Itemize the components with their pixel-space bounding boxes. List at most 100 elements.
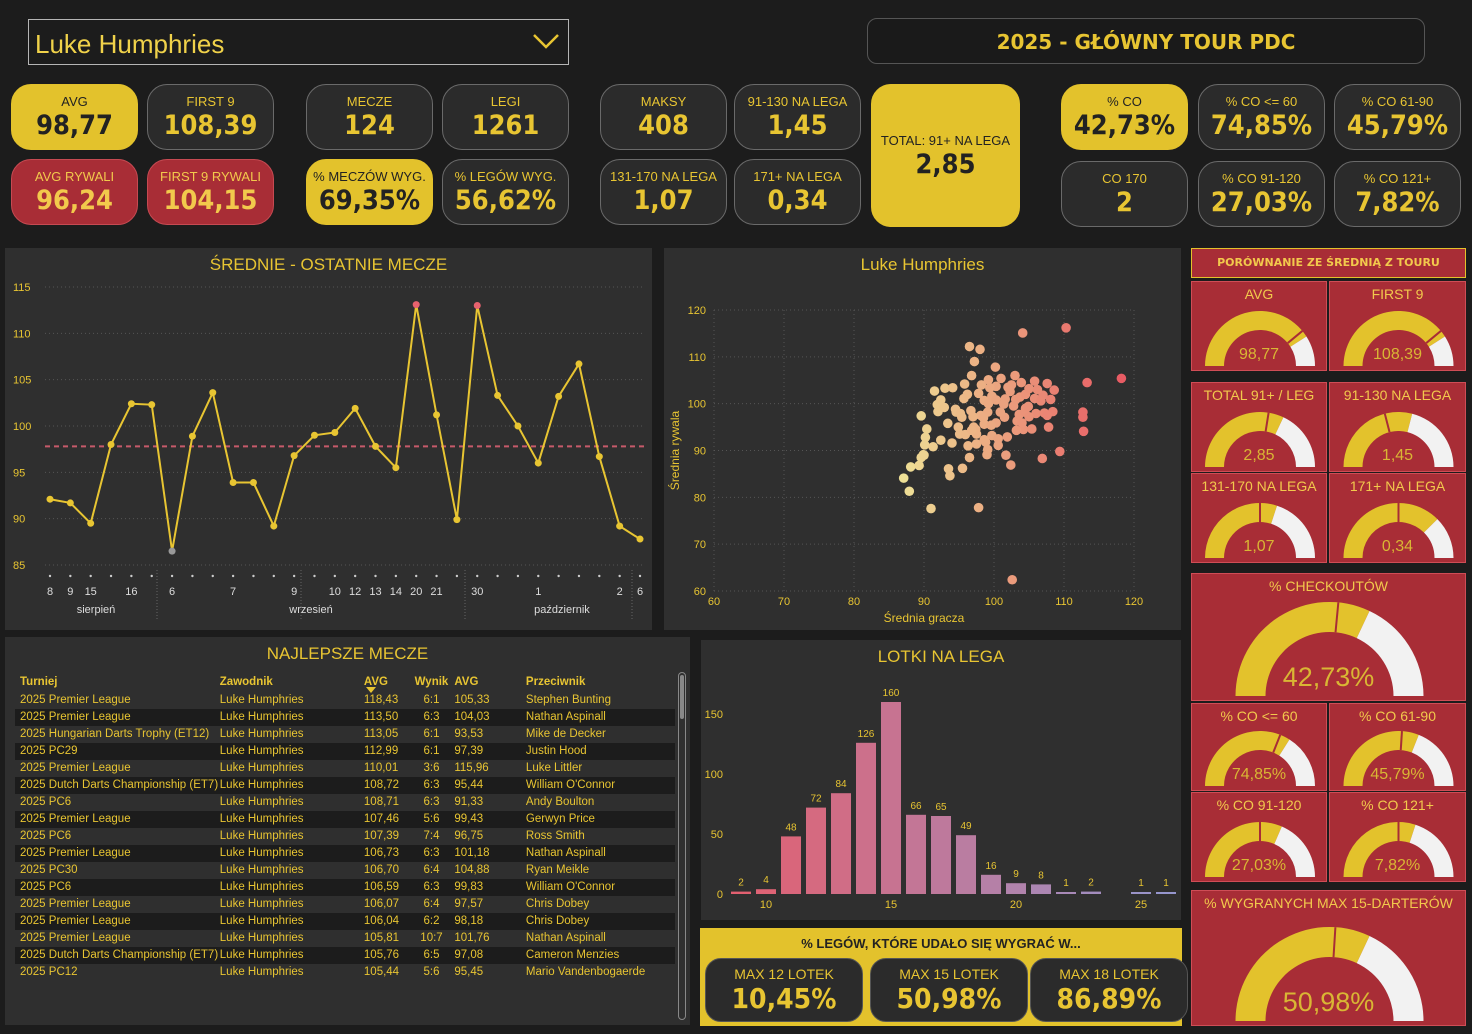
kpi-value: 2 <box>1116 187 1133 218</box>
gauge-value: 1,07 <box>1243 538 1275 555</box>
data-point <box>168 547 176 555</box>
cell-avg: 112,99 <box>363 745 399 757</box>
table-row[interactable]: 2025 Premier League Luke Humphries 105,81 1… <box>15 930 675 947</box>
scatter-point <box>1045 394 1056 405</box>
x-tick-dot <box>516 574 520 578</box>
kpi-171-plus: 171+ NA LEGA 0,34 <box>734 159 861 225</box>
col-header-opponent[interactable]: Przeciwnik <box>525 676 586 688</box>
kpi-label: TOTAL: 91+ NA LEGA <box>880 133 1011 148</box>
table-row[interactable]: 2025 Hungarian Darts Trophy (ET12) Luke H… <box>15 726 675 743</box>
kpi-label: % CO <box>1107 94 1142 109</box>
kpi-label: % CO 91-120 <box>1222 171 1301 186</box>
table-row[interactable]: 2025 PC29 Luke Humphries 112,99 6:1 97,39 Jus… <box>15 743 675 760</box>
card-value: 86,89% <box>1056 982 1162 1015</box>
y-tick-label: 85 <box>13 560 25 572</box>
cell-result: 6:3 <box>423 779 440 791</box>
kpi-value: 7,82% <box>1355 187 1440 218</box>
x-day-label: 7 <box>230 586 236 598</box>
cell-result: 5:6 <box>423 813 440 825</box>
table-row[interactable]: 2025 Dutch Darts Championship (ET7) Luke … <box>15 947 675 964</box>
gauge-remainder <box>1275 417 1315 467</box>
table-row[interactable]: 2025 PC6 Luke Humphries 107,39 7:4 96,75 Ross… <box>15 828 675 845</box>
cell-tournament: 2025 PC30 <box>20 864 78 876</box>
table-row[interactable]: 2025 Premier League Luke Humphries 118,43 6… <box>15 692 675 709</box>
scatter-point <box>953 422 964 432</box>
x-tick-label: 110 <box>1055 596 1073 608</box>
col-header-opp-avg[interactable]: AVG <box>454 676 479 688</box>
gauge-card: % CO 121+ 7,82% <box>1329 792 1466 882</box>
gauge-value: 27,03% <box>1231 857 1287 874</box>
bar-data-label: 8 <box>1038 870 1044 881</box>
y-tick-label: 50 <box>711 829 723 841</box>
gauge-target-marker <box>1334 602 1340 633</box>
gauge-target-marker <box>1287 330 1304 344</box>
table-row[interactable]: 2025 Premier League Luke Humphries 110,01 3… <box>15 760 675 777</box>
table-row[interactable]: 2025 PC6 Luke Humphries 106,59 6:3 99,83 Will… <box>15 879 675 896</box>
player-select[interactable]: Luke Humphries <box>28 19 569 65</box>
table-row[interactable]: 2025 Dutch Darts Championship (ET7) Luke … <box>15 777 675 794</box>
cell-player: Luke Humphries <box>219 711 304 723</box>
gauge-chart <box>1205 731 1315 786</box>
cell-tournament: 2025 Premier League <box>20 915 131 927</box>
cell-player: Luke Humphries <box>219 830 304 842</box>
table-row[interactable]: 2025 Premier League Luke Humphries 113,50 6… <box>15 709 675 726</box>
bar-data-label: 84 <box>835 779 847 790</box>
recent-averages-panel: ŚREDNIE - OSTATNIE MECZE 115 110 105 100 95 9… <box>5 248 652 630</box>
col-header-tournament[interactable]: Turniej <box>20 676 58 688</box>
table-row[interactable]: 2025 Premier League Luke Humphries 107,46 5… <box>15 811 675 828</box>
gauge-label: % CO 121+ <box>1361 797 1434 813</box>
kpi-value: 27,03% <box>1210 187 1313 218</box>
kpi-label: AVG RYWALI <box>34 169 115 184</box>
table-row[interactable]: 2025 PC6 Luke Humphries 108,71 6:3 91,33 Andy… <box>15 794 675 811</box>
darts-per-leg-panel: LOTKI NA LEGA 150 100 50 0 2 4 48 72 84 126 160 66 6… <box>701 640 1181 920</box>
data-point <box>310 431 318 439</box>
gauge-remainder <box>1356 935 1424 1021</box>
table-row[interactable]: 2025 Premier League Luke Humphries 106,04 6… <box>15 913 675 930</box>
scatter-point <box>939 402 950 413</box>
x-tick-dot <box>272 574 275 578</box>
cell-player: Luke Humphries <box>219 915 304 927</box>
cell-tournament: 2025 PC29 <box>20 745 78 757</box>
col-header-player[interactable]: Zawodnik <box>219 676 273 688</box>
gauge-chart <box>1205 503 1315 558</box>
data-point <box>636 535 644 543</box>
table-row[interactable]: 2025 PC12 Luke Humphries 105,44 5:6 95,45 Mar… <box>15 964 675 981</box>
data-point <box>494 391 502 399</box>
scatter-point <box>964 452 975 463</box>
scrollbar-thumb[interactable] <box>680 675 684 719</box>
cell-opponent: Nathan Aspinall <box>525 847 606 859</box>
x-day-label: 8 <box>47 586 53 598</box>
scatter-point <box>1036 396 1046 406</box>
gauge-remainder <box>1356 610 1424 696</box>
col-header-result[interactable]: Wynik <box>414 676 449 688</box>
cell-result: 6:3 <box>423 847 440 859</box>
scatter-point <box>1042 378 1052 389</box>
table-row[interactable]: 2025 PC30 Luke Humphries 106,70 6:4 104,88 Ry… <box>15 862 675 879</box>
cell-player: Luke Humphries <box>219 898 304 910</box>
kpi-value: 2,85 <box>915 149 976 180</box>
kpi-value: 124 <box>344 110 395 141</box>
data-point <box>392 464 400 472</box>
y-tick-label: 0 <box>717 889 723 901</box>
table-scrollbar[interactable] <box>678 672 686 1020</box>
x-tick-label: 60 <box>708 596 720 608</box>
cell-avg: 108,72 <box>363 779 400 791</box>
scatter-point <box>1024 383 1034 394</box>
scatter-point <box>943 418 953 429</box>
bar-data-label: 49 <box>960 821 972 832</box>
x-tick-label: 25 <box>1135 899 1147 911</box>
y-tick-label: 80 <box>694 492 706 504</box>
data-point <box>127 400 135 408</box>
gauge-card: % CO 91-120 27,03% <box>1191 792 1327 882</box>
col-header-avg[interactable]: AVG <box>363 676 388 688</box>
gauge-fill <box>1235 927 1370 1021</box>
table-row[interactable]: 2025 Premier League Luke Humphries 106,73 6… <box>15 845 675 862</box>
kpi-label: 91-130 NA LEGA <box>747 94 848 109</box>
scatter-point <box>993 440 1003 451</box>
table-row[interactable]: 2025 Premier League Luke Humphries 106,07 6… <box>15 896 675 913</box>
cell-player: Luke Humphries <box>219 694 304 706</box>
x-day-label: 9 <box>67 586 73 598</box>
cell-player: Luke Humphries <box>219 949 304 961</box>
gauge-value: 108,39 <box>1373 346 1422 363</box>
kpi-value: 1261 <box>471 110 540 141</box>
